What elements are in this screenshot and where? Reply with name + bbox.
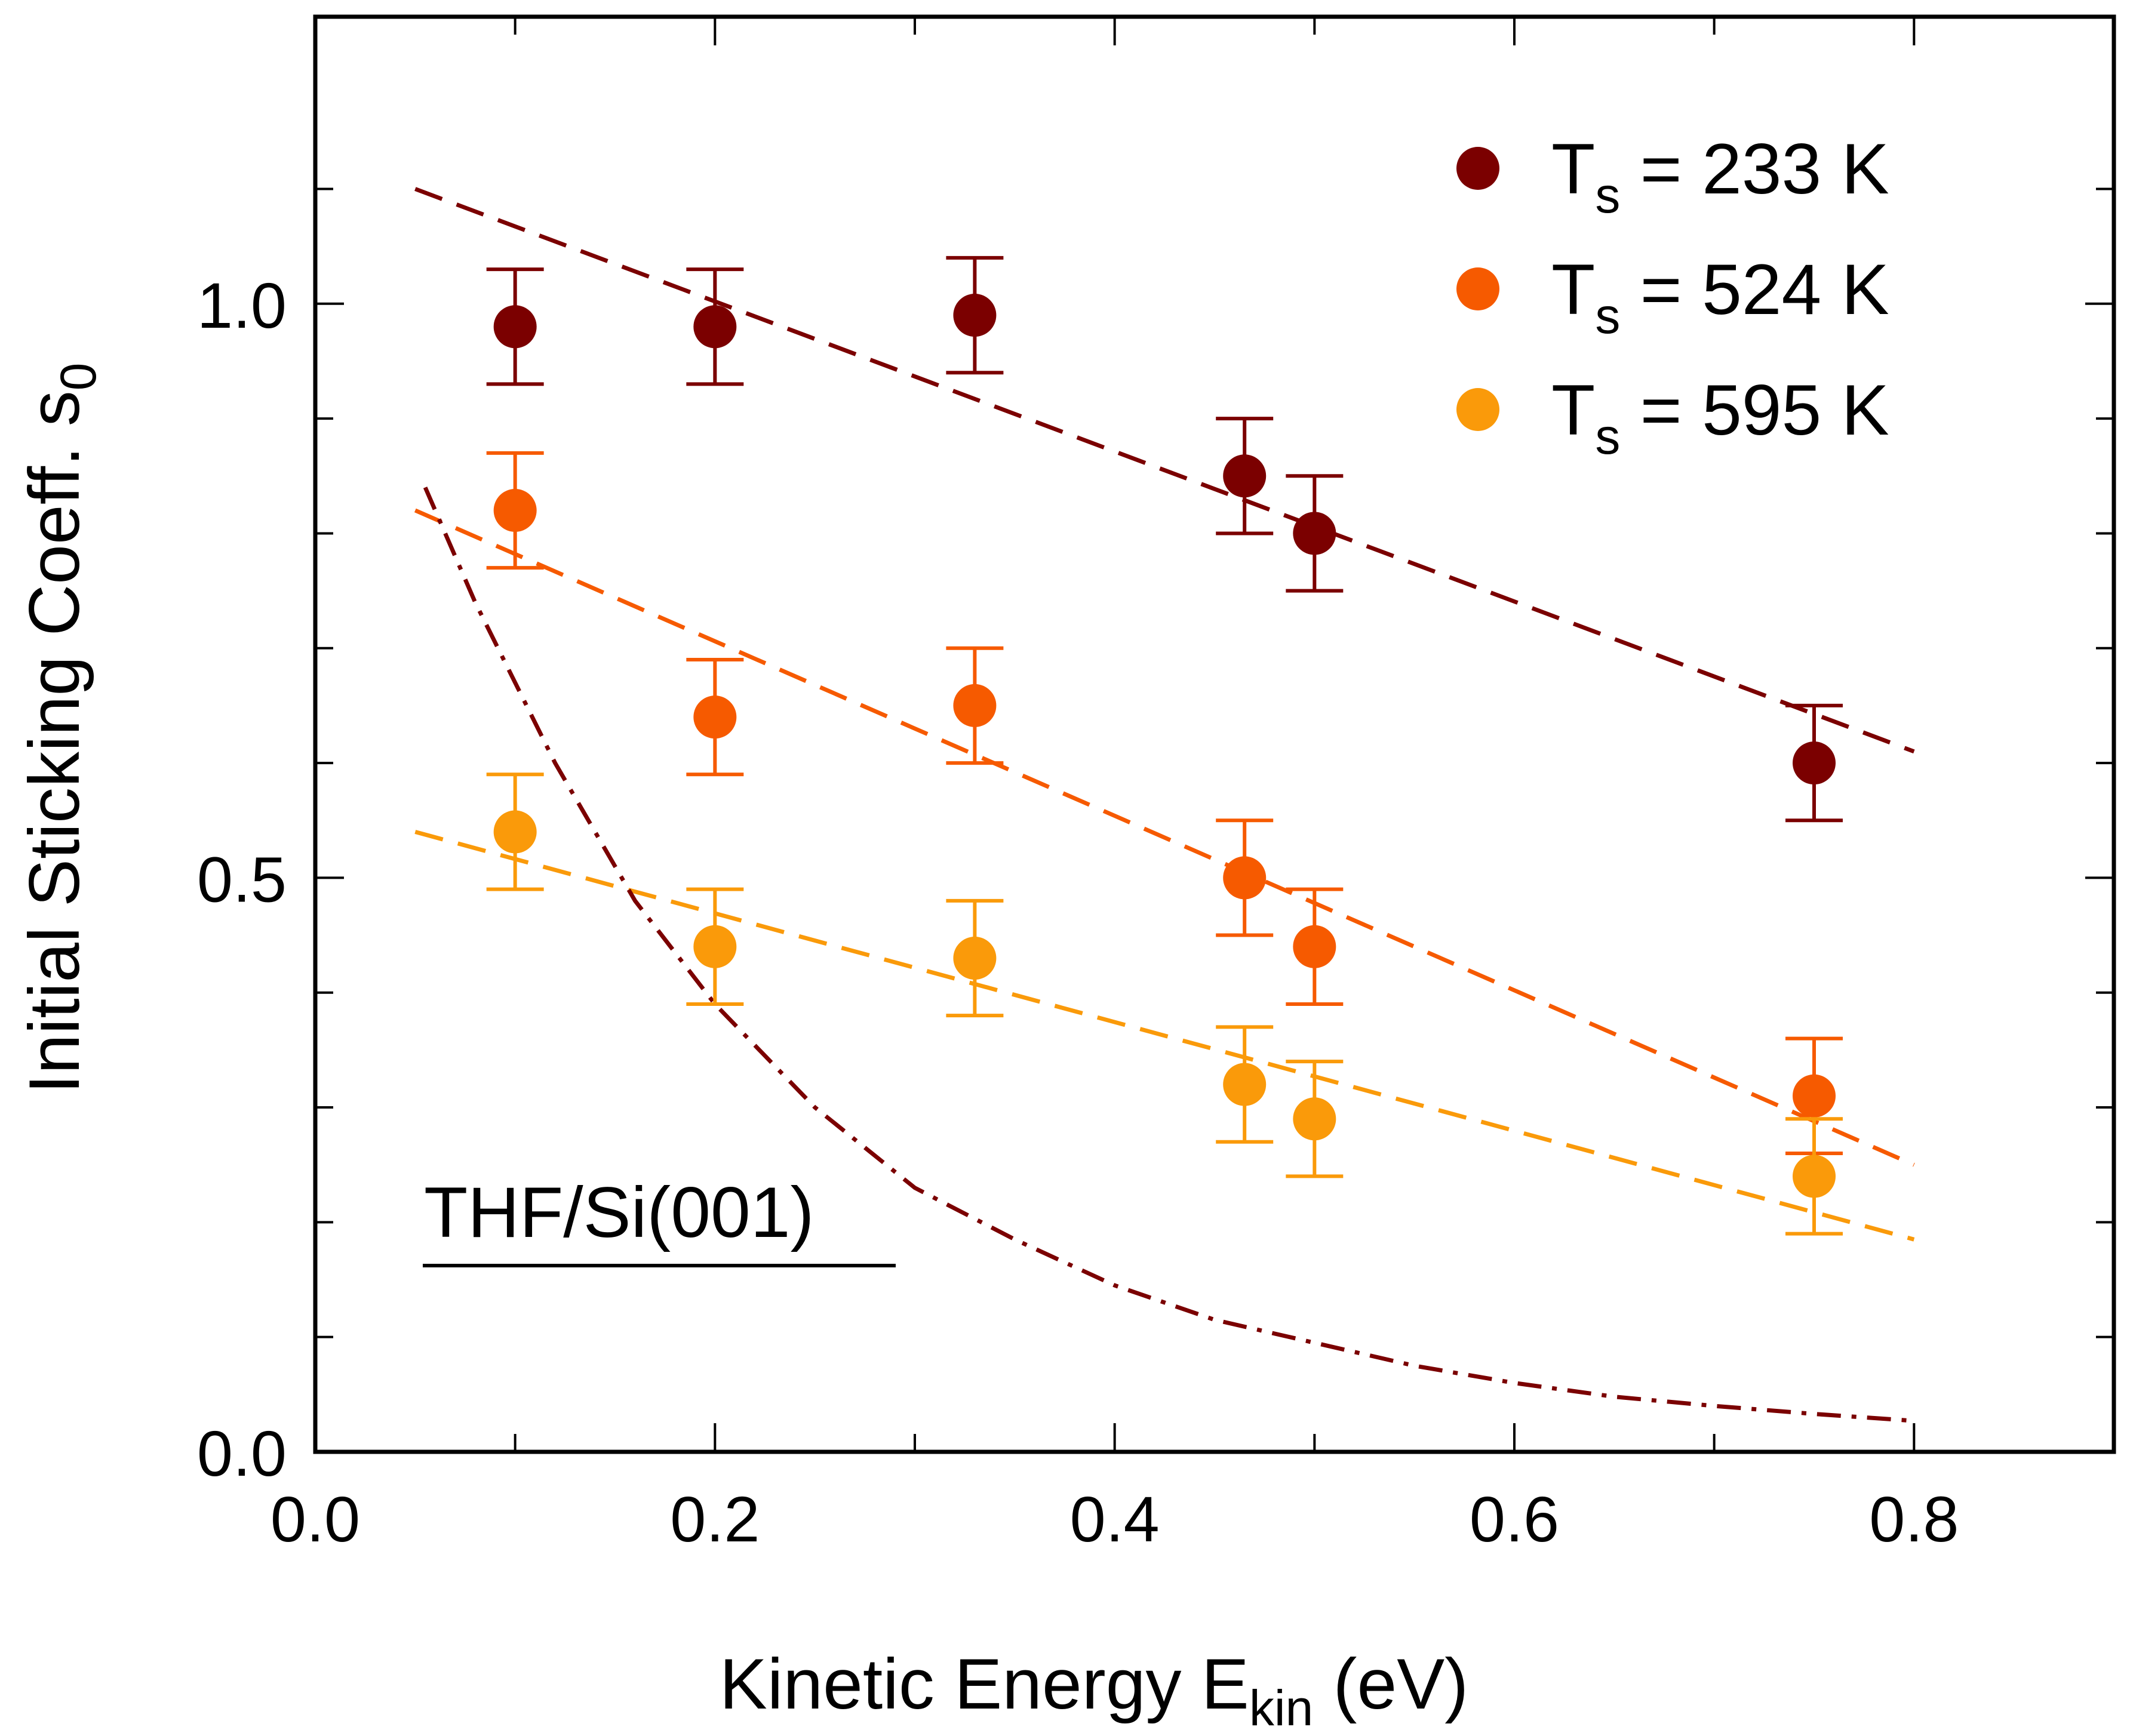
data-point (953, 937, 997, 980)
major-ticks (314, 17, 2114, 1453)
data-point (1793, 741, 1836, 785)
legend-label: Ts = 524 K (1551, 250, 1889, 344)
x-tick-label: 0.4 (1070, 1483, 1160, 1555)
data-point (1293, 925, 1336, 968)
data-point (693, 305, 737, 349)
data-point (693, 925, 737, 968)
y-tick-label: 0.0 (197, 1417, 287, 1489)
legend-label: Ts = 233 K (1551, 129, 1889, 223)
legend: Ts = 233 K Ts = 524 K Ts = 595 K (1456, 129, 1889, 464)
minor-ticks (315, 17, 2114, 1452)
fit-lines (414, 187, 1915, 1423)
data-points (486, 256, 1843, 1236)
legend-label: Ts = 595 K (1551, 370, 1889, 464)
x-tick-label: 0.6 (1470, 1483, 1559, 1555)
data-point (1223, 454, 1267, 498)
data-point (493, 488, 537, 532)
annotation: THF/Si(001) (423, 1172, 896, 1267)
legend-marker (1456, 388, 1499, 431)
plot-frame (313, 14, 2116, 1454)
y-tick-label: 0.5 (197, 843, 287, 915)
y-axis-title: Initial Sticking Coeff. s0 (14, 362, 106, 1094)
x-tick-label: 0.0 (271, 1483, 360, 1555)
data-point (953, 684, 997, 727)
y-tick-label: 1.0 (197, 269, 287, 341)
data-point (1793, 1074, 1836, 1118)
x-axis-title: Kinetic Energy Ekin (eV) (720, 1644, 1469, 1736)
fit-line (414, 508, 1915, 1167)
annotation-label: THF/Si(001) (424, 1172, 814, 1252)
data-point (1293, 1097, 1336, 1141)
fit-line (414, 830, 1915, 1242)
data-point (1223, 856, 1267, 900)
x-tick-label: 0.2 (670, 1483, 760, 1555)
data-point (953, 294, 997, 337)
data-point (693, 695, 737, 739)
fit-line (414, 187, 1915, 754)
data-point (493, 810, 537, 854)
legend-marker (1456, 267, 1499, 310)
data-point (1223, 1063, 1267, 1106)
tick-labels: 0.0 0.2 0.4 0.6 0.8 0.0 0.5 1.0 (197, 269, 1959, 1555)
data-point (1293, 512, 1336, 555)
data-point (493, 305, 537, 349)
model-curve (423, 487, 1914, 1423)
x-tick-label: 0.8 (1869, 1483, 1959, 1555)
legend-marker (1456, 147, 1499, 190)
data-point (1793, 1155, 1836, 1198)
